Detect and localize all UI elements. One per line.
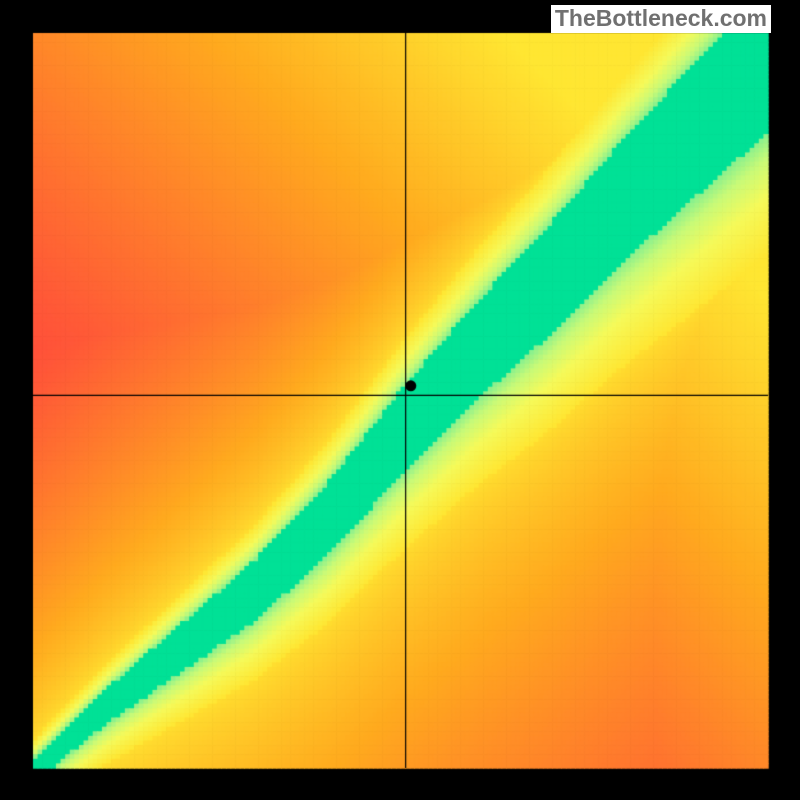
bottleneck-heatmap-canvas — [0, 0, 800, 800]
watermark-text: TheBottleneck.com — [551, 5, 771, 33]
